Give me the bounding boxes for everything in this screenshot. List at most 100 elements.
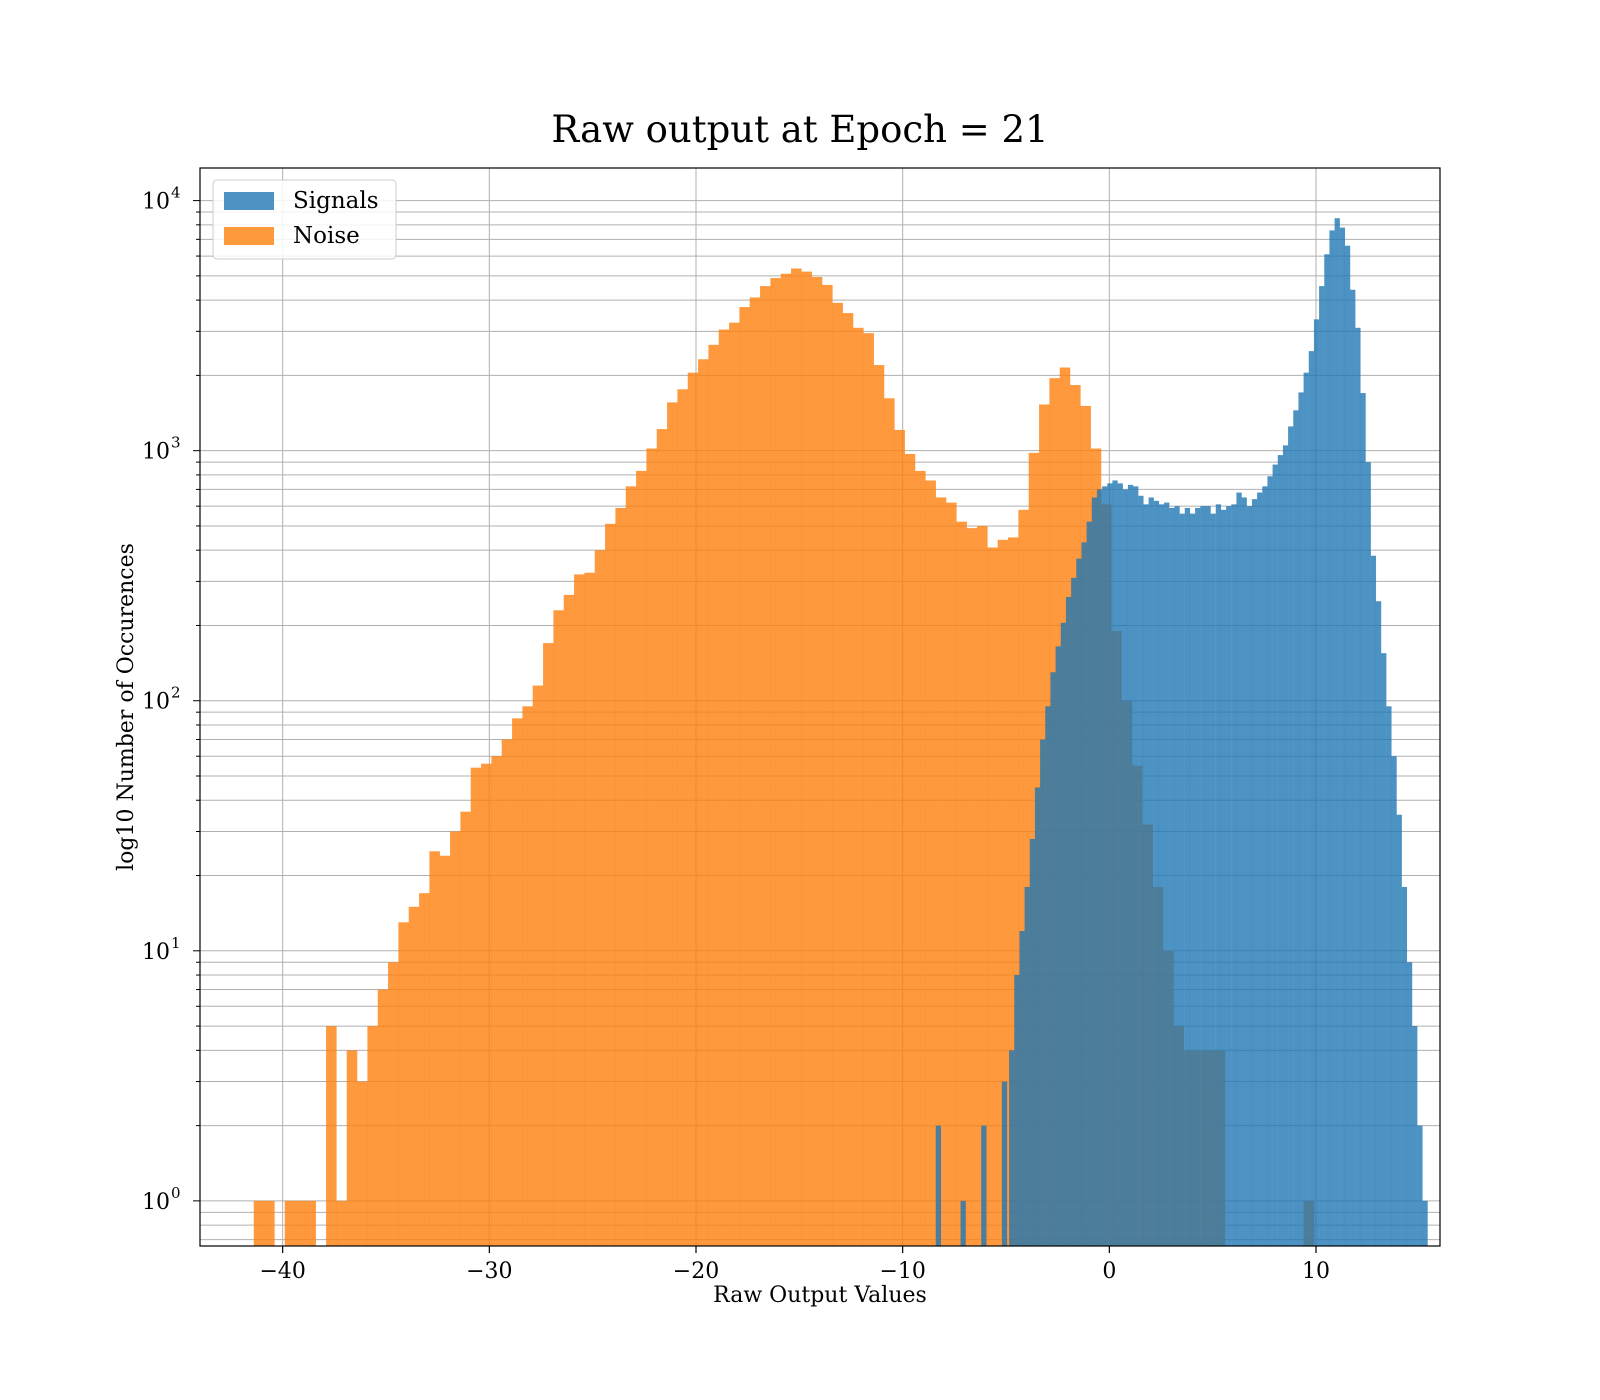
bar-noise [822, 284, 833, 1247]
bar-noise [346, 1050, 358, 1246]
bar-signals [1143, 504, 1149, 1247]
bar-noise [470, 767, 482, 1246]
bar-signals [1107, 483, 1113, 1246]
bar-signals [1303, 372, 1309, 1247]
y-tick-label: 10 [142, 440, 170, 465]
bar-noise [419, 893, 430, 1246]
bar-signals [1112, 480, 1118, 1246]
bar-noise [966, 528, 978, 1246]
bar-noise [429, 851, 440, 1246]
bar-noise [677, 389, 688, 1247]
bar-signals [1001, 1081, 1008, 1246]
bar-noise [594, 550, 606, 1246]
bar-signals [1076, 558, 1082, 1246]
bar-noise [605, 523, 616, 1246]
bar-noise [873, 365, 885, 1246]
bar-noise [811, 276, 823, 1246]
bar-signals [1055, 646, 1061, 1246]
y-tick-label: 10 [142, 940, 170, 965]
bar-noise [832, 302, 843, 1247]
x-tick-label: −40 [259, 1259, 305, 1284]
bar-signals [1246, 506, 1253, 1247]
bar-noise [667, 402, 678, 1247]
legend: Signals Noise [212, 179, 397, 260]
y-tick-exponent: 1 [171, 934, 181, 952]
bar-noise [543, 643, 554, 1246]
bar-signals [1241, 497, 1247, 1246]
bar-signals [1153, 500, 1160, 1247]
bar-signals [1231, 504, 1237, 1247]
bar-signals [1319, 286, 1325, 1246]
bar-signals [1272, 464, 1278, 1246]
bar-noise [770, 278, 781, 1246]
bar-noise [553, 610, 564, 1246]
bar-signals [1081, 542, 1087, 1246]
bar-signals [1179, 513, 1185, 1246]
bar-signals [1313, 319, 1320, 1246]
bar-noise [253, 1200, 265, 1246]
bar-noise [512, 718, 523, 1246]
bar-signals [1024, 886, 1030, 1246]
bar-noise [439, 855, 451, 1246]
bar-noise [749, 297, 761, 1246]
bar-signals [1127, 484, 1134, 1246]
bar-signals [1308, 351, 1315, 1246]
bar-signals [960, 1200, 966, 1246]
bar-noise [863, 333, 874, 1246]
bar-noise [501, 739, 513, 1246]
bar-signals [1220, 509, 1227, 1246]
bar-signals [1282, 445, 1289, 1246]
bar-signals [1391, 756, 1397, 1246]
bar-noise [625, 486, 637, 1246]
bar-signals [1019, 931, 1025, 1246]
bar-signals [1288, 426, 1294, 1246]
x-axis-ticks: −40 −30 −20 −10 0 10 [259, 1246, 1330, 1284]
bar-noise [853, 327, 864, 1247]
x-axis-label: Raw Output Values [713, 1283, 927, 1308]
bar-signals [1334, 218, 1340, 1247]
bar-signals [981, 1125, 987, 1246]
y-tick-label: 10 [142, 690, 170, 715]
x-tick-label: −10 [879, 1259, 925, 1284]
bar-signals [1257, 492, 1263, 1246]
bar-signals [1169, 507, 1175, 1247]
bar-noise [532, 685, 544, 1246]
bar-signals [1102, 486, 1108, 1246]
bar-signals [1086, 521, 1092, 1246]
bar-noise [563, 594, 575, 1246]
bar-signals [1158, 504, 1165, 1247]
bar-noise [398, 922, 409, 1246]
bar-noise [295, 1200, 306, 1246]
bar-signals [1365, 462, 1371, 1246]
bar-noise [708, 344, 719, 1246]
bar-signals [1205, 506, 1211, 1247]
bar-signals [1236, 492, 1242, 1246]
bar-signals [1045, 706, 1051, 1246]
bar-signals [1215, 504, 1222, 1247]
bar-signals [1386, 706, 1392, 1246]
bar-signals [1329, 230, 1335, 1246]
bar-noise [729, 322, 740, 1246]
bar-noise [636, 470, 647, 1246]
y-tick-exponent: 0 [171, 1184, 181, 1202]
bar-signals [1133, 486, 1139, 1246]
bar-noise [336, 1200, 347, 1246]
bar-noise [646, 448, 657, 1247]
bar-signals [1009, 1050, 1015, 1246]
bar-noise [264, 1200, 275, 1246]
chart-title: Raw output at Epoch = 21 [551, 108, 1048, 151]
bar-noise [408, 906, 420, 1246]
bar-signals [1344, 245, 1351, 1247]
bar-signals [1350, 289, 1356, 1246]
bar-signals [1324, 254, 1330, 1246]
bar-noise [925, 480, 936, 1246]
bar-signals [1091, 497, 1098, 1246]
bar-signals [1189, 513, 1196, 1246]
bar-signals [1293, 410, 1299, 1246]
bar-noise [481, 763, 492, 1246]
bar-noise [894, 429, 905, 1246]
legend-label-signals: Signals [293, 188, 379, 214]
histogram-bars [253, 218, 1428, 1247]
